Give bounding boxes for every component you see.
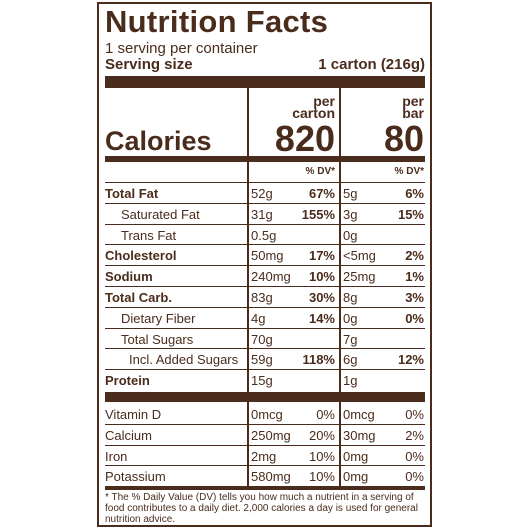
daily-value: 118%: [302, 352, 335, 368]
daily-value: 6%: [405, 186, 424, 201]
daily-value: 15%: [397, 206, 424, 222]
daily-value: 0%: [316, 407, 335, 422]
vitamin-name: Vitamin D: [105, 407, 162, 422]
amount: 0mg: [343, 469, 369, 485]
amount: 70g: [251, 331, 273, 347]
amount: 31g: [251, 206, 273, 222]
daily-value: 20%: [308, 427, 335, 443]
amount: 0.5g: [251, 227, 277, 243]
thick-rule: [105, 392, 425, 402]
rule: [105, 223, 425, 225]
rule: [105, 286, 425, 287]
daily-value: 2%: [405, 248, 424, 264]
nutrient-name: Cholesterol: [105, 248, 177, 264]
nutrient-name: Incl. Added Sugars: [129, 352, 239, 368]
amount: 5g: [343, 186, 358, 201]
amount: 59g: [251, 352, 273, 368]
daily-value: 0%: [405, 407, 424, 422]
vitamin-name: Calcium: [105, 427, 152, 443]
rule: [105, 265, 425, 267]
rule: [105, 369, 425, 371]
amount: 580mg: [251, 469, 291, 485]
amount: 3g: [343, 206, 358, 222]
daily-value: 10%: [308, 448, 335, 464]
dv-header: % DV*: [305, 166, 335, 177]
column-header: per: [402, 93, 424, 109]
nutrient-name: Saturated Fat: [121, 206, 200, 222]
amount: 50mg: [251, 248, 284, 264]
daily-value: 1%: [405, 269, 424, 285]
calories-label: Calories: [105, 126, 212, 156]
daily-value: 0%: [405, 448, 424, 464]
amount: 0mcg: [343, 407, 375, 422]
daily-value: 14%: [308, 310, 335, 326]
amount: 2mg: [251, 448, 277, 464]
amount: 7g: [343, 331, 358, 347]
daily-value: 10%: [308, 469, 335, 485]
nutrient-name: Sodium: [105, 269, 153, 285]
thick-rule: [105, 76, 425, 88]
amount: 15g: [251, 373, 273, 389]
amount: 8g: [343, 290, 358, 305]
amount: 6g: [343, 352, 358, 368]
column-divider: [339, 88, 341, 486]
daily-value: 10%: [308, 269, 335, 285]
column-divider: [247, 88, 249, 486]
amount: 0g: [343, 310, 358, 326]
column-header: carton: [292, 105, 335, 121]
amount: 83g: [251, 290, 273, 305]
amount: 240mg: [251, 269, 291, 285]
column-header: bar: [402, 105, 424, 121]
nutrient-name: Total Sugars: [121, 331, 194, 347]
daily-value: 155%: [301, 206, 335, 222]
vitamin-name: Iron: [105, 448, 128, 464]
amount: 0mcg: [251, 407, 283, 422]
daily-value: 67%: [308, 186, 335, 201]
rule: [105, 182, 425, 183]
serving-size: 1 carton (216g): [318, 56, 425, 73]
amount: <5mg: [343, 248, 376, 264]
rule: [105, 306, 425, 308]
column-header: per: [313, 93, 335, 109]
rule: [105, 465, 425, 467]
rule: [105, 444, 425, 446]
daily-value: 2%: [405, 427, 424, 443]
rule: [105, 327, 425, 329]
nutrient-name: Total Fat: [105, 186, 159, 201]
daily-value: 0%: [405, 469, 424, 485]
title: Nutrition Facts: [105, 4, 329, 39]
thick-rule: [105, 486, 425, 490]
rule: [105, 202, 425, 204]
amount: 25mg: [343, 269, 376, 285]
amount: 0mg: [343, 448, 369, 464]
nutrient-name: Protein: [105, 373, 150, 389]
rule: [105, 348, 425, 350]
amount: 52g: [251, 186, 273, 201]
calories-value: 820: [274, 118, 335, 159]
nutrient-name: Trans Fat: [121, 227, 177, 243]
rule: [105, 244, 425, 246]
daily-value: 3%: [405, 290, 424, 305]
nutrition-label: [97, 2, 432, 527]
vitamin-name: Potassium: [105, 469, 166, 485]
thick-rule: [105, 156, 425, 162]
daily-value: 17%: [308, 248, 335, 264]
amount: 250mg: [251, 427, 291, 443]
amount: 1g: [343, 373, 358, 389]
daily-value: 12%: [397, 352, 424, 368]
nutrient-name: Dietary Fiber: [121, 310, 196, 326]
servings: 1 serving per container: [105, 40, 258, 57]
amount: 4g: [251, 310, 266, 326]
calories-value: 80: [383, 118, 424, 159]
daily-value: 0%: [405, 310, 424, 326]
nutrient-name: Total Carb.: [105, 290, 172, 305]
dv-header: % DV*: [394, 166, 424, 177]
amount: 30mg: [343, 427, 376, 443]
rule: [105, 423, 425, 425]
footnote: * The % Daily Value (DV) tells you how m…: [105, 492, 418, 525]
daily-value: 30%: [308, 290, 335, 305]
amount: 0g: [343, 227, 358, 243]
serving-size-label: Serving size: [105, 56, 193, 73]
